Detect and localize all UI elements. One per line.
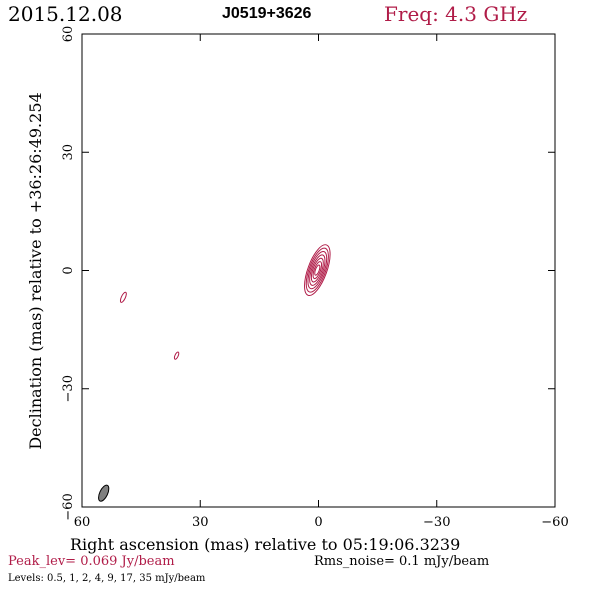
rms-noise: Rms_noise= 0.1 mJy/beam [314, 554, 490, 569]
x-axis-label: Right ascension (mas) relative to 05:19:… [70, 535, 461, 554]
contour-line [310, 257, 324, 283]
source-name: J0519+3626 [222, 5, 312, 22]
y-tick-labels: −60 −30 0 30 60 [61, 26, 76, 521]
x-tick-label: −30 [423, 515, 450, 530]
x-tick-label: 0 [314, 515, 322, 530]
beam-ellipse [98, 484, 110, 502]
axis-ticks [81, 33, 556, 508]
peak-level: Peak_lev= 0.069 Jy/beam [8, 554, 175, 569]
y-axis-label: Declination (mas) relative to +36:26:49.… [26, 92, 45, 449]
y-tick-label: −60 [61, 493, 76, 520]
beam [98, 484, 110, 502]
x-tick-labels: 60 30 0 −30 −60 [74, 515, 569, 530]
contour-line [305, 247, 329, 293]
contour-component [304, 244, 331, 296]
y-tick-label: 60 [61, 26, 76, 43]
contour-component [119, 291, 127, 303]
contour-component [173, 351, 180, 360]
contours [119, 244, 331, 360]
frequency-label: Freq: 4.3 GHz [384, 2, 528, 26]
x-tick-label: −60 [541, 515, 568, 530]
y-tick-label: 0 [61, 266, 76, 274]
plot-frame [81, 33, 556, 508]
contour-line [312, 261, 323, 280]
contour-line [307, 250, 328, 290]
y-tick-label: −30 [61, 375, 76, 402]
contour-line [119, 291, 127, 303]
contour-levels: Levels: 0.5, 1, 2, 4, 9, 17, 35 mJy/beam [8, 573, 206, 584]
y-tick-label: 30 [61, 144, 76, 161]
contour-line [314, 264, 321, 276]
contour-line [304, 244, 331, 296]
observation-date: 2015.12.08 [8, 2, 123, 26]
contour-line [309, 254, 326, 286]
plot-border [81, 33, 556, 508]
contour-line [173, 351, 180, 360]
beam-ellipse-group [98, 484, 110, 502]
x-tick-label: 60 [74, 515, 91, 530]
x-tick-label: 30 [192, 515, 209, 530]
